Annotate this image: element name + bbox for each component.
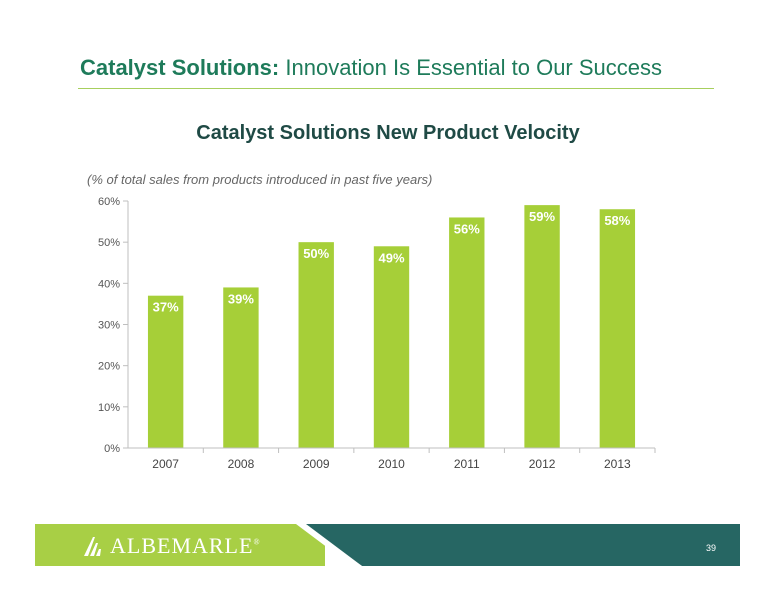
x-tick-label-2008: 2008 — [228, 457, 255, 471]
bar-chart: 0% 10% 20% 30% 40% 50% 60% 37% 39% 50% 49% 56% 59% 5… — [98, 196, 656, 471]
data-label-2010: 49% — [378, 250, 404, 265]
y-tick-label: 20% — [98, 361, 120, 373]
data-label-2008: 39% — [228, 291, 254, 306]
y-tick-label: 10% — [98, 402, 120, 414]
footer-green-band — [35, 524, 325, 566]
data-label-2013: 58% — [604, 213, 630, 228]
albemarle-logo: ALBEMARLE® — [82, 533, 260, 559]
page-number: 39 — [706, 543, 717, 553]
bar-2010 — [373, 246, 410, 448]
slide-title: Catalyst Solutions: Innovation Is Essent… — [80, 55, 662, 81]
bar-2013 — [599, 209, 636, 448]
bar-2011 — [449, 217, 485, 448]
x-tick-label-2012: 2012 — [529, 457, 556, 471]
x-tick-label-2009: 2009 — [303, 457, 330, 471]
x-tick-label-2010: 2010 — [378, 457, 405, 471]
y-tick-label: 40% — [98, 278, 120, 290]
bar-2009 — [298, 242, 334, 448]
data-label-2007: 37% — [153, 300, 179, 315]
x-tick-label-2007: 2007 — [152, 457, 179, 471]
bar-2008 — [223, 287, 259, 448]
logo-registered: ® — [253, 537, 260, 547]
title-divider — [78, 88, 714, 89]
data-label-2009: 50% — [303, 246, 329, 261]
bar-2012 — [524, 205, 560, 448]
bar-series: 37% 39% 50% 49% 56% 59% 58% — [147, 205, 636, 448]
chart-subtitle: (% of total sales from products introduc… — [87, 172, 433, 187]
y-tick-label: 30% — [98, 320, 120, 332]
bar-2007 — [147, 295, 184, 448]
logo-wordmark: ALBEMARLE — [110, 533, 254, 558]
footer-teal-band — [300, 524, 740, 566]
logo-text: ALBEMARLE® — [110, 533, 260, 559]
slide-title-rest: Innovation Is Essential to Our Success — [285, 55, 663, 80]
data-label-2012: 59% — [529, 209, 555, 224]
data-label-2011: 56% — [454, 221, 480, 236]
y-tick-label: 0% — [104, 443, 120, 455]
x-axis: 2007 2008 2009 2010 2011 2012 2013 — [128, 447, 656, 471]
x-tick-label-2011: 2011 — [454, 457, 480, 471]
slide-title-bold: Catalyst Solutions: — [80, 55, 280, 80]
albemarle-mark-icon — [84, 537, 101, 556]
y-tick-label: 50% — [98, 237, 120, 249]
y-tick-label: 60% — [98, 196, 120, 208]
x-tick-label-2013: 2013 — [604, 457, 631, 471]
y-axis: 0% 10% 20% 30% 40% 50% 60% — [98, 196, 129, 455]
chart-title: Catalyst Solutions New Product Velocity — [196, 122, 580, 144]
